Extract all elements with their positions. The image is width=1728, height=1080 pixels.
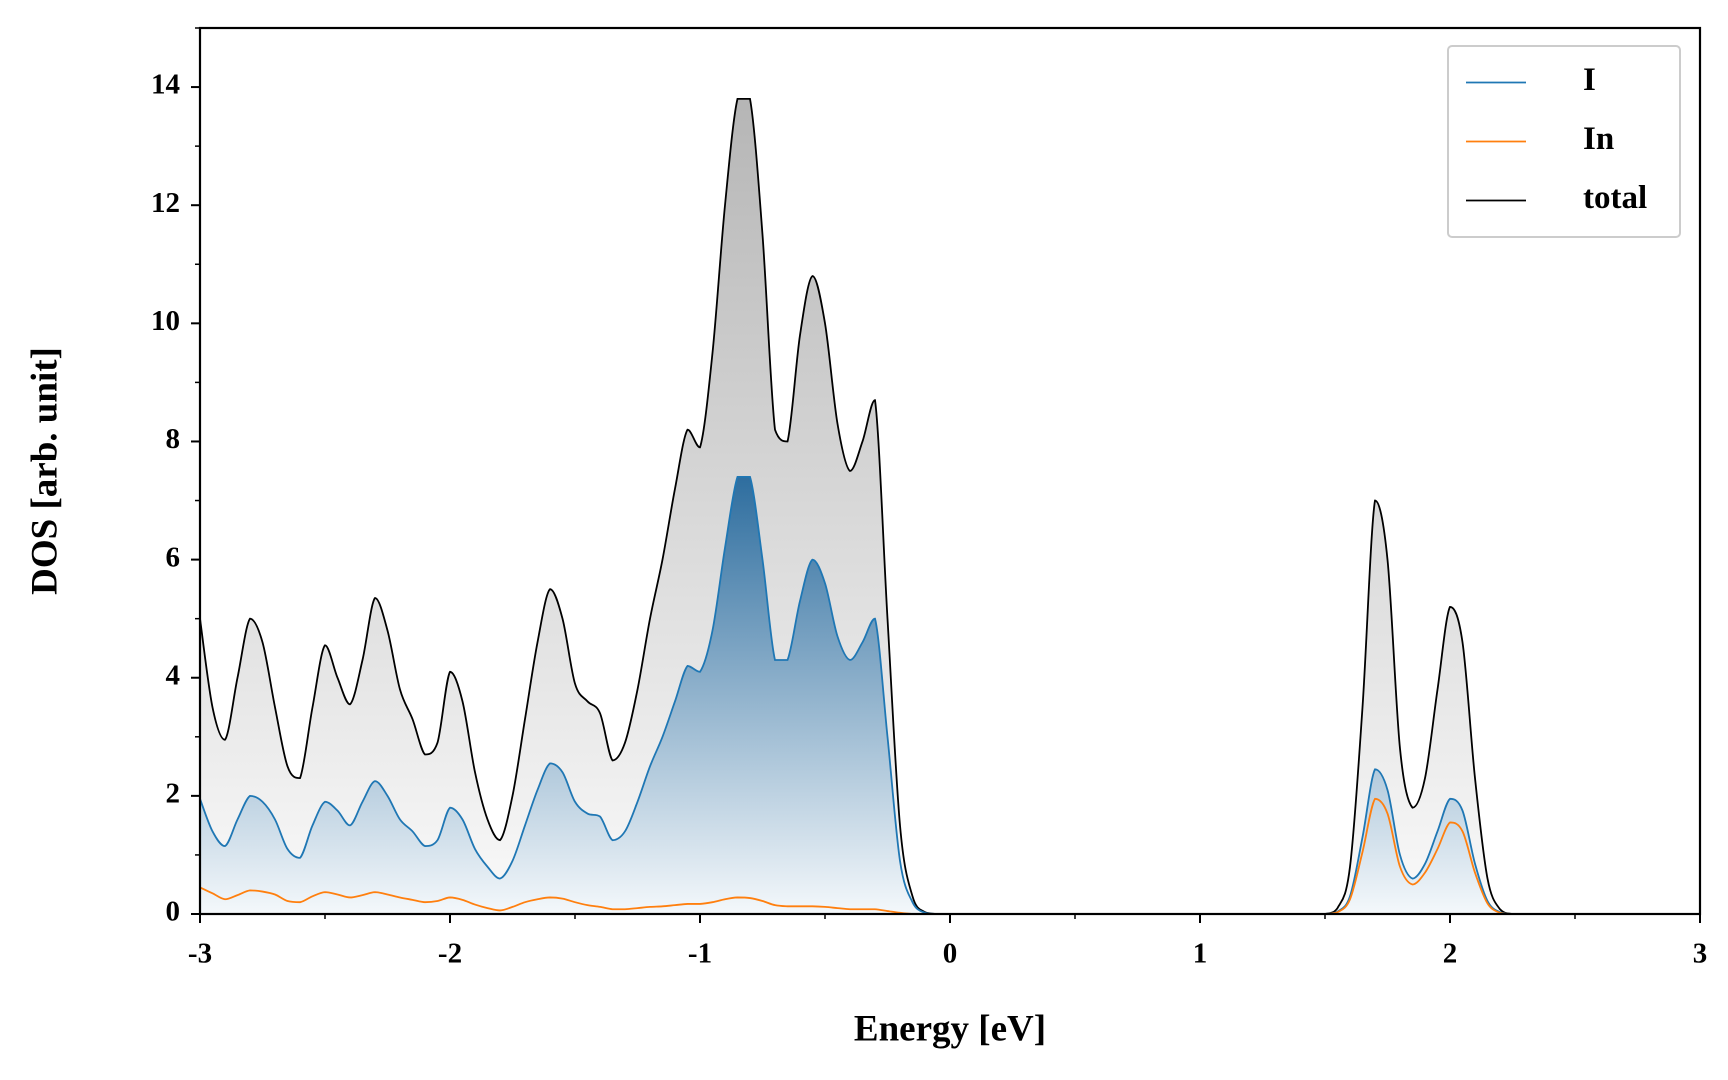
y-tick-label: 2 bbox=[166, 778, 181, 810]
legend-box bbox=[1447, 45, 1681, 238]
x-axis-label: Energy [eV] bbox=[854, 1008, 1046, 1049]
x-tick-label: 2 bbox=[1443, 938, 1458, 970]
x-tick-label: 1 bbox=[1193, 938, 1208, 970]
legend-label: I bbox=[1583, 62, 1596, 98]
y-tick-label: 10 bbox=[151, 305, 180, 337]
legend-label: In bbox=[1583, 121, 1614, 157]
y-axis-label: DOS [arb. unit] bbox=[24, 347, 65, 595]
y-tick-label: 0 bbox=[166, 896, 181, 928]
area-fill bbox=[200, 98, 1700, 914]
legend-label: total bbox=[1583, 180, 1647, 216]
x-tick-label: -3 bbox=[188, 938, 212, 970]
y-tick-label: 4 bbox=[166, 659, 181, 691]
area-fill bbox=[200, 476, 1700, 914]
y-tick-label: 6 bbox=[166, 541, 181, 573]
x-tick-label: 3 bbox=[1693, 938, 1708, 970]
y-tick-label: 12 bbox=[151, 187, 180, 219]
x-tick-label: -2 bbox=[438, 938, 462, 970]
x-tick-label: 0 bbox=[943, 938, 958, 970]
y-tick-label: 14 bbox=[151, 69, 180, 101]
x-tick-label: -1 bbox=[688, 938, 712, 970]
y-tick-label: 8 bbox=[166, 423, 181, 455]
